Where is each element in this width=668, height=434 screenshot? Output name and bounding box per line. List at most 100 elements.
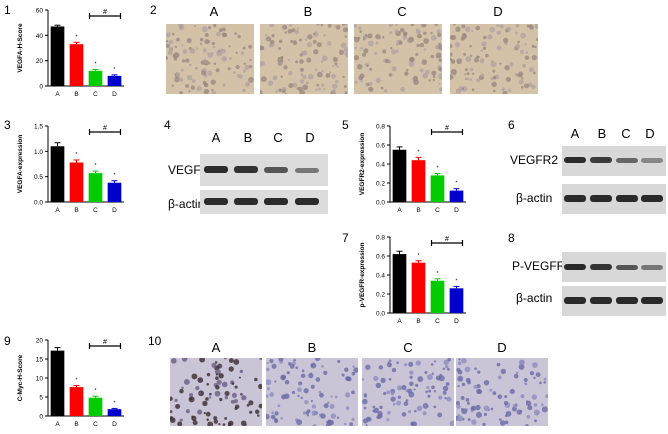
cell-nucleus	[314, 358, 321, 362]
cell-nucleus	[234, 385, 238, 389]
asterisk-mark: *	[76, 378, 78, 384]
cell-nucleus	[288, 71, 293, 76]
cell-nucleus	[330, 395, 333, 398]
y-tick-label: 20	[36, 58, 44, 65]
panel-number-8: 8	[508, 231, 515, 245]
cell-nucleus	[301, 50, 305, 55]
cell-nucleus	[450, 59, 456, 64]
cell-nucleus	[260, 45, 264, 51]
cell-nucleus	[332, 83, 338, 89]
cell-nucleus	[471, 88, 475, 92]
cell-nucleus	[410, 56, 415, 62]
cell-nucleus	[421, 24, 427, 28]
cell-nucleus	[310, 362, 317, 369]
cell-nucleus	[498, 418, 502, 421]
cell-nucleus	[331, 73, 336, 79]
cell-nucleus	[465, 398, 470, 402]
cell-nucleus	[531, 84, 536, 89]
asterisk-mark: *	[95, 163, 97, 169]
cell-nucleus	[345, 376, 351, 382]
cell-nucleus	[506, 26, 512, 32]
y-axis-label: VEGFR2-expression	[359, 133, 366, 196]
cell-nucleus	[390, 396, 396, 402]
cell-nucleus	[490, 407, 494, 411]
cell-nucleus	[166, 32, 171, 38]
cell-nucleus	[447, 367, 450, 371]
cell-nucleus	[274, 380, 277, 383]
cell-nucleus	[483, 35, 487, 40]
cell-nucleus	[375, 33, 381, 40]
cell-nucleus	[185, 358, 188, 360]
cell-nucleus	[290, 40, 294, 44]
cell-nucleus	[467, 418, 471, 421]
cell-nucleus	[406, 68, 409, 72]
cell-nucleus	[461, 24, 466, 29]
cell-nucleus	[315, 377, 321, 382]
cell-nucleus	[174, 45, 178, 49]
x-tick-label: B	[74, 421, 78, 428]
cell-nucleus	[222, 423, 226, 426]
y-tick-label: 0.6	[376, 254, 385, 261]
cell-nucleus	[178, 24, 184, 27]
cell-nucleus	[469, 44, 472, 48]
cell-nucleus	[496, 362, 501, 367]
cell-nucleus	[526, 415, 531, 419]
cell-nucleus	[266, 361, 269, 365]
cell-nucleus	[298, 38, 302, 42]
cell-nucleus	[483, 405, 490, 412]
cell-nucleus	[301, 369, 305, 373]
cell-nucleus	[365, 364, 371, 370]
cell-nucleus	[203, 59, 209, 66]
cell-nucleus	[266, 394, 269, 398]
cell-nucleus	[243, 62, 246, 65]
cell-nucleus	[526, 24, 530, 28]
cell-nucleus	[178, 77, 184, 82]
cell-nucleus	[335, 24, 341, 30]
cell-nucleus	[491, 81, 497, 88]
cell-nucleus	[365, 34, 368, 37]
cell-nucleus	[291, 390, 296, 395]
cell-nucleus	[470, 409, 474, 413]
cell-nucleus	[465, 377, 471, 383]
cell-nucleus	[269, 359, 274, 364]
x-tick-label: D	[454, 207, 459, 214]
cell-nucleus	[395, 49, 399, 53]
cell-nucleus	[166, 39, 169, 43]
cell-nucleus	[481, 41, 487, 47]
cell-nucleus	[464, 366, 471, 373]
cell-nucleus	[314, 68, 318, 72]
cell-nucleus	[430, 54, 435, 59]
cell-nucleus	[218, 52, 223, 57]
cell-nucleus	[391, 66, 397, 72]
blot6-lane-d: D	[645, 126, 654, 141]
cell-nucleus	[195, 386, 200, 391]
cell-nucleus	[166, 56, 168, 61]
y-tick-label: 0.2	[376, 181, 385, 188]
cell-nucleus	[532, 71, 536, 75]
cell-nucleus	[415, 360, 421, 366]
cell-nucleus	[280, 75, 283, 79]
cell-nucleus	[408, 361, 414, 367]
cell-nucleus	[368, 86, 373, 92]
blot4-band	[234, 166, 258, 173]
y-tick-label: 0.5	[34, 174, 43, 181]
cell-nucleus	[480, 49, 483, 52]
cell-nucleus	[208, 392, 212, 396]
panel-number-6: 6	[508, 118, 515, 132]
cell-nucleus	[365, 84, 369, 87]
asterisk-mark: *	[114, 400, 116, 406]
cell-nucleus	[287, 58, 291, 61]
cell-nucleus	[358, 75, 363, 81]
cell-nucleus	[280, 416, 284, 420]
cell-nucleus	[175, 403, 181, 409]
cell-nucleus	[211, 88, 214, 92]
cell-nucleus	[321, 70, 324, 73]
cell-nucleus	[321, 55, 328, 62]
cell-nucleus	[422, 74, 426, 77]
x-tick-label: D	[454, 318, 459, 325]
blot4-band	[264, 198, 288, 205]
cell-nucleus	[501, 88, 505, 92]
cell-nucleus	[527, 82, 533, 87]
y-tick-label: 0.8	[376, 235, 385, 242]
cell-nucleus	[422, 72, 429, 79]
